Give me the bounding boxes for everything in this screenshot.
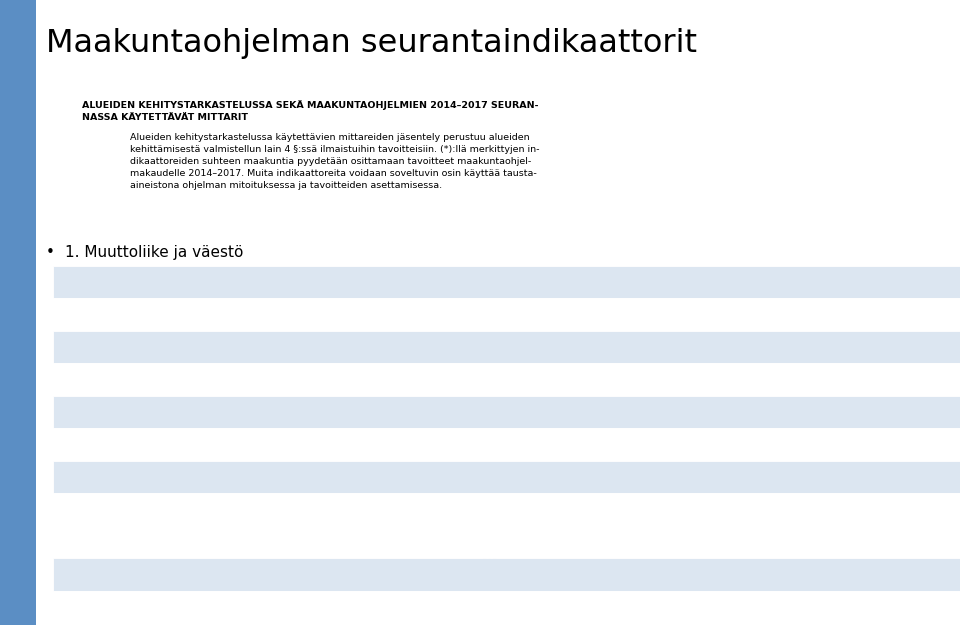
Text: 2017*: 2017*	[603, 273, 635, 283]
Text: Alueiden kehitystarkastelussa käytettävien mittareiden jäsentely perustuu alueid: Alueiden kehitystarkastelussa käytettävi…	[130, 132, 540, 190]
Text: Väkiluku v. 2013: Väkiluku v. 2013	[57, 306, 142, 316]
Text: 0,23 %: 0,23 %	[431, 468, 468, 478]
Text: 2015*: 2015*	[492, 566, 523, 576]
Text: -0,30 %: -0,30 %	[427, 338, 468, 348]
Text: 621: 621	[392, 436, 412, 446]
Text: Luonnollinen väestönkasvu (osuus väestöstä), 2013: Luonnollinen väestönkasvu (osuus väestös…	[57, 501, 328, 511]
Text: 525: 525	[447, 436, 468, 446]
Text: Väestönmuutos v. 2013: Väestönmuutos v. 2013	[57, 338, 180, 348]
Text: 0,28 %: 0,28 %	[375, 468, 412, 478]
Text: Tavoite vähintään  väestöennusteen mukainen: Tavoite vähintään väestöennusteen mukain…	[657, 338, 900, 348]
Text: -0,20 %: -0,20 %	[594, 338, 635, 348]
Text: Nettomuutto (maahanmuutto), v. 2013: Nettomuutto (maahanmuutto), v. 2013	[57, 436, 260, 446]
Text: -447: -447	[388, 371, 412, 381]
Text: 224 556: 224 556	[369, 306, 412, 316]
Text: •: •	[46, 245, 55, 260]
Text: Nettomuutto (maahanmuutto), % väestöstä, v. 2013: Nettomuutto (maahanmuutto), % väestöstä,…	[57, 468, 331, 478]
Text: 2020*: 2020*	[547, 566, 579, 576]
Text: Nettomuutto (maassamuutto) v. 2013: Nettomuutto (maassamuutto) v. 2013	[57, 371, 254, 381]
Text: SATAKUNTALIITTO: SATAKUNTALIITTO	[509, 574, 664, 589]
Text: 0,33: 0,33	[444, 598, 468, 608]
Text: 223 983: 223 983	[424, 306, 468, 316]
Text: 2010: 2010	[442, 566, 468, 576]
Text: 222 431: 222 431	[591, 306, 635, 316]
Text: -0,21 %: -0,21 %	[427, 403, 468, 413]
Text: -0,20 %: -0,20 %	[372, 403, 412, 413]
Text: 2015*: 2015*	[492, 273, 523, 283]
Text: ♛: ♛	[475, 556, 503, 584]
Text: 2016*: 2016*	[547, 273, 579, 283]
Text: -0,17 %: -0,17 %	[372, 338, 412, 348]
Text: -0,26 %: -0,26 %	[427, 501, 468, 511]
Text: 0,47: 0,47	[556, 598, 579, 608]
Text: -0,22 %: -0,22 %	[539, 338, 579, 348]
Text: Maakuntaohjelman seurantaindikaattorit: Maakuntaohjelman seurantaindikaattorit	[46, 28, 697, 59]
Text: -480: -480	[444, 371, 468, 381]
Text: 0,50: 0,50	[612, 598, 635, 608]
Text: 223 381: 223 381	[480, 306, 523, 316]
Text: ALUEIDEN KEHITYSTARKASTELUSSA SEKÄ MAAKUNTAOHJELMIEN 2014–2017 SEURAN-
NASSA KÄY: ALUEIDEN KEHITYSTARKASTELUSSA SEKÄ MAAKU…	[82, 100, 539, 122]
Text: 0,41: 0,41	[500, 598, 523, 608]
Text: 2014: 2014	[442, 273, 468, 283]
Text: 2025*: 2025*	[603, 566, 635, 576]
Text: -0,24 %: -0,24 %	[372, 501, 412, 511]
Text: Lähtöarvo: Lähtöarvo	[359, 273, 412, 283]
Text: Vanhushuoltosuhde (yli 65 v./15-64 v.): Vanhushuoltosuhde (yli 65 v./15-64 v.)	[57, 598, 257, 608]
Text: 1. Muuttoliike ja väestö: 1. Muuttoliike ja väestö	[65, 245, 244, 260]
Text: Tavoite vähintään  väestöennusteen mukainen: Tavoite vähintään väestöennusteen mukain…	[657, 306, 900, 316]
Text: -0,27 %: -0,27 %	[483, 338, 523, 348]
Text: Nettomuutto (maassamuutto), % väestöstä, v. 2013: Nettomuutto (maassamuutto), % väestöstä,…	[57, 403, 328, 413]
Text: 222 887: 222 887	[536, 306, 579, 316]
